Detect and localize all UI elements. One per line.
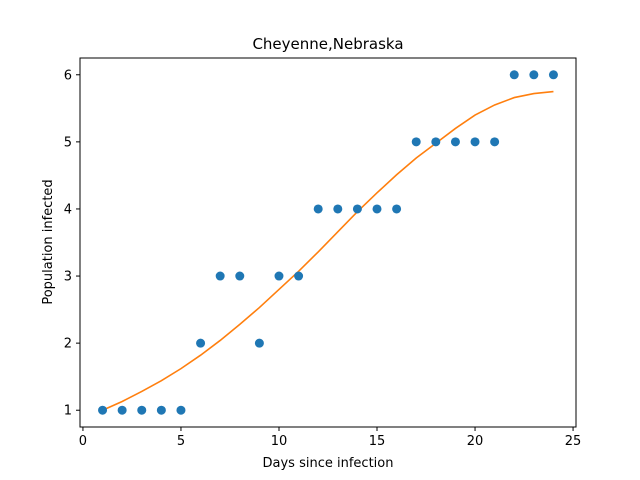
data-point xyxy=(313,204,323,214)
chart-title: Cheyenne,Nebraska xyxy=(252,35,403,53)
y-tick-label: 6 xyxy=(64,68,72,83)
data-point xyxy=(196,338,206,348)
data-point xyxy=(509,70,519,80)
y-axis: 1 2 3 4 5 6 xyxy=(64,68,80,419)
data-point xyxy=(98,405,108,415)
data-point xyxy=(431,137,441,147)
data-point xyxy=(274,271,284,281)
x-tick-label: 10 xyxy=(271,434,288,449)
data-point xyxy=(333,204,343,214)
x-axis: 0 5 10 15 20 25 xyxy=(79,427,582,449)
data-point xyxy=(235,271,245,281)
y-tick-label: 5 xyxy=(64,135,72,150)
x-tick-label: 25 xyxy=(565,434,582,449)
x-tick-label: 15 xyxy=(369,434,386,449)
y-tick-label: 1 xyxy=(64,404,72,419)
y-tick-label: 2 xyxy=(64,337,72,352)
data-point xyxy=(450,137,460,147)
data-point xyxy=(392,204,402,214)
data-point xyxy=(156,405,166,415)
data-point xyxy=(490,137,500,147)
plot-area xyxy=(98,70,558,415)
x-tick-label: 0 xyxy=(79,434,87,449)
data-point xyxy=(294,271,304,281)
x-tick-label: 20 xyxy=(467,434,484,449)
x-axis-label: Days since infection xyxy=(263,456,394,471)
y-tick-label: 4 xyxy=(64,202,72,217)
data-point xyxy=(176,405,186,415)
axes-frame xyxy=(79,57,577,428)
data-point xyxy=(548,70,558,80)
y-axis-label: Population infected xyxy=(41,179,56,304)
data-point xyxy=(137,405,147,415)
x-tick-label: 5 xyxy=(177,434,185,449)
fit-line xyxy=(102,90,554,411)
data-point xyxy=(372,204,382,214)
data-point xyxy=(215,271,225,281)
data-point xyxy=(254,338,264,348)
data-point xyxy=(352,204,362,214)
data-point xyxy=(470,137,480,147)
y-tick-label: 3 xyxy=(64,270,72,285)
data-point xyxy=(529,70,539,80)
data-point xyxy=(411,137,421,147)
data-point xyxy=(117,405,127,415)
